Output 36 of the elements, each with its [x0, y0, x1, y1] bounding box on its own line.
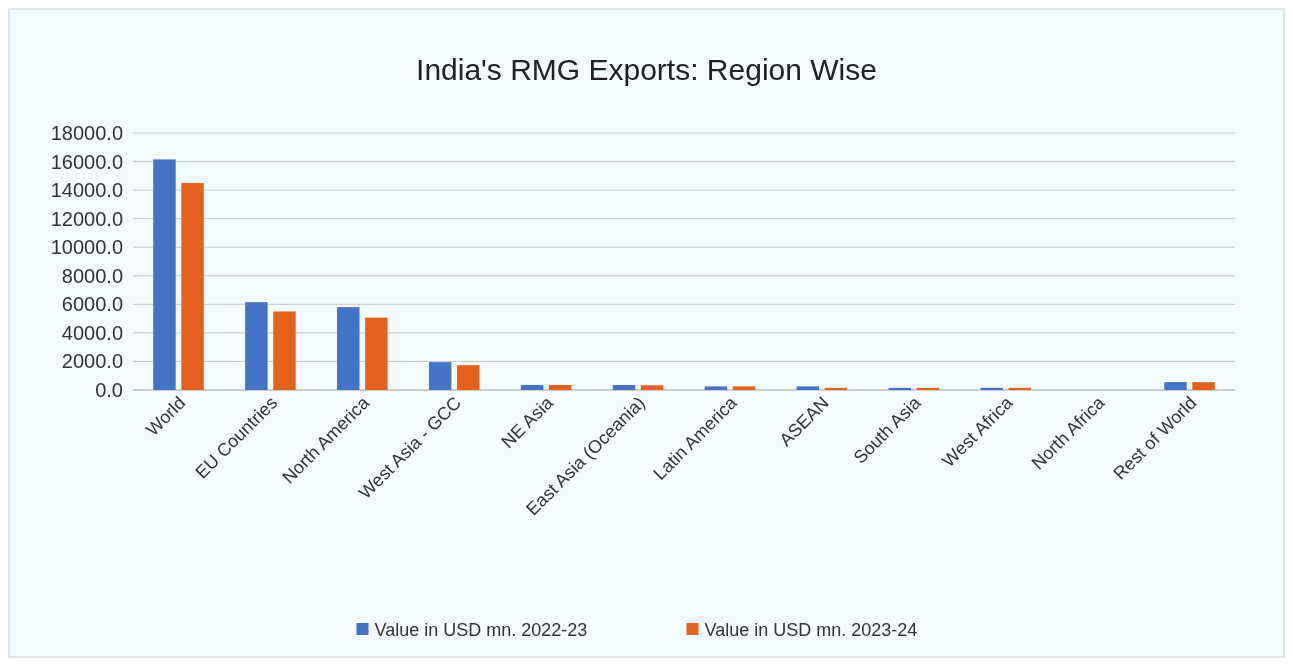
- bar: [181, 182, 204, 390]
- bar: [980, 387, 1003, 390]
- y-tick-label: 10000.0: [50, 236, 123, 259]
- y-tick-label: 16000.0: [50, 150, 123, 173]
- bar: [640, 385, 664, 390]
- bar: [337, 307, 360, 390]
- bar: [365, 317, 388, 390]
- bar: [732, 386, 756, 390]
- y-tick-label: 12000.0: [50, 207, 123, 230]
- y-tick-label: 8000.0: [61, 264, 123, 287]
- bar: [824, 387, 848, 390]
- bar: [520, 385, 544, 390]
- chart-title: India's RMG Exports: Region Wise: [416, 53, 877, 86]
- x-tick-label: NE Asia: [497, 391, 558, 453]
- bar: [153, 159, 176, 390]
- y-tick-label: 4000.0: [61, 321, 123, 344]
- bar: [888, 387, 911, 390]
- legend-label: Value in USD mn. 2022-23: [374, 620, 588, 641]
- legend-label: Value in USD mn. 2023-24: [704, 620, 918, 641]
- y-tick-label: 6000.0: [61, 293, 123, 316]
- bar: [273, 311, 296, 390]
- bar: [704, 386, 728, 390]
- bar: [796, 386, 820, 390]
- bar: [548, 385, 572, 390]
- bar: [1164, 382, 1187, 390]
- y-tick-label: 18000.0: [50, 122, 123, 144]
- bar: [245, 302, 268, 390]
- bar: [457, 365, 480, 390]
- bar: [916, 387, 940, 390]
- bar: [612, 385, 636, 390]
- bar: [428, 362, 452, 390]
- y-tick-label: 0.0: [95, 379, 123, 401]
- y-tick-label: 14000.0: [50, 179, 123, 202]
- bar: [1008, 387, 1031, 390]
- y-tick-label: 2000.0: [61, 350, 123, 373]
- bar: [1192, 382, 1215, 390]
